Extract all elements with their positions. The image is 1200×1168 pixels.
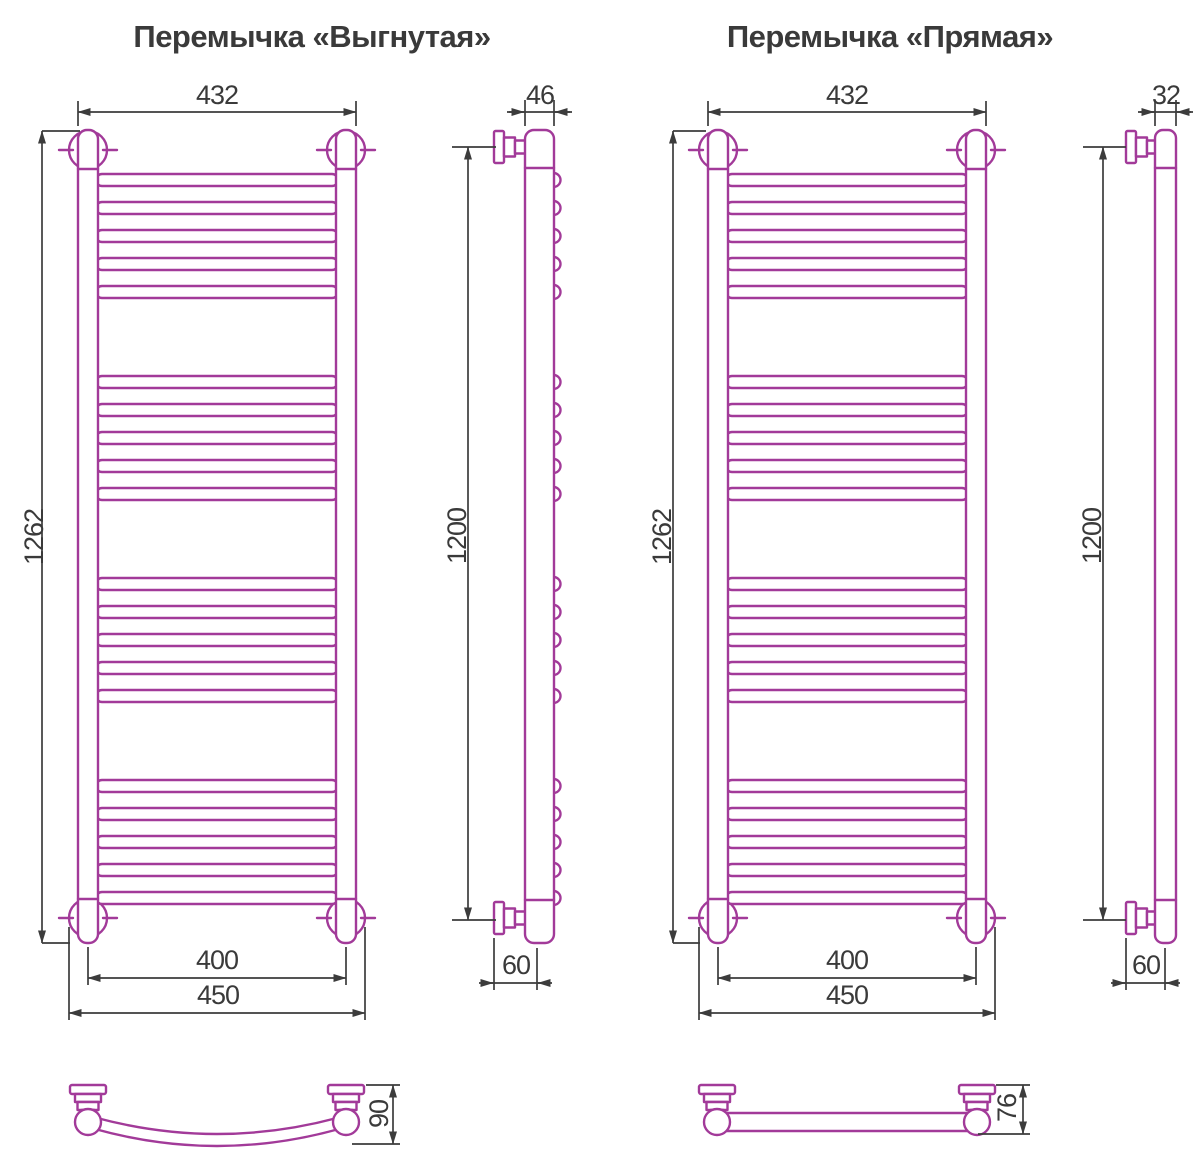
curved-bar <box>93 1116 341 1148</box>
right-front-view <box>687 128 1007 945</box>
collector-tube-left <box>76 128 100 945</box>
left-top-view-curved-crossbar <box>68 1083 366 1148</box>
dim-axis-width: 400 <box>717 945 977 985</box>
top-view-bracket <box>68 1083 108 1137</box>
wall-bracket <box>492 900 530 936</box>
dim-label: 400 <box>196 945 238 975</box>
dim-mount-height: 1200 <box>442 146 496 921</box>
tube-joints <box>706 167 988 901</box>
tube-joints <box>76 167 358 901</box>
dim-crossbar-depth: 90 <box>352 1084 400 1145</box>
dim-label: 450 <box>826 980 868 1010</box>
dim-mount-height: 1200 <box>1077 146 1126 921</box>
wall-bracket <box>492 129 530 165</box>
straight-bar <box>725 1111 969 1133</box>
dim-label: 1262 <box>19 509 49 565</box>
top-view-bracket <box>957 1083 997 1137</box>
dim-overall-width: 432 <box>707 80 987 126</box>
dim-outer-width: 450 <box>698 927 996 1020</box>
left-drawing: Перемычка «Выгнутая» <box>19 19 572 1148</box>
dim-label: 432 <box>196 80 238 110</box>
dim-crossbar-depth: 76 <box>978 1084 1030 1135</box>
right-title: Перемычка «Прямая» <box>727 19 1053 54</box>
dim-label: 1200 <box>1077 508 1107 564</box>
dim-label: 432 <box>826 80 868 110</box>
left-front-view <box>57 128 377 945</box>
left-dimensions: 432 1262 400 450 <box>19 80 572 1145</box>
dim-label: 1262 <box>647 509 677 565</box>
dim-wall-offset: 60 <box>479 938 552 990</box>
dim-overall-width: 432 <box>77 80 357 126</box>
dim-label: 46 <box>526 80 554 110</box>
dim-label: 400 <box>826 945 868 975</box>
dim-label: 90 <box>364 1100 394 1128</box>
right-side-view <box>1124 128 1178 945</box>
dim-label: 32 <box>1152 80 1180 110</box>
right-drawing: Перемычка «Прямая» <box>647 19 1193 1137</box>
left-side-view <box>492 128 562 945</box>
dim-outer-width: 450 <box>68 927 366 1020</box>
dim-label: 60 <box>502 950 530 980</box>
dim-overall-height: 1262 <box>19 130 80 944</box>
right-dimensions: 432 1262 400 450 <box>647 80 1193 1135</box>
left-title: Перемычка «Выгнутая» <box>133 19 490 54</box>
collector-tube-left <box>706 128 730 945</box>
dim-label: 1200 <box>442 508 472 564</box>
dim-wall-offset: 60 <box>1111 938 1180 990</box>
rungs <box>724 172 970 906</box>
dim-label: 60 <box>1132 950 1160 980</box>
dim-label: 450 <box>197 980 239 1010</box>
dim-overall-height: 1262 <box>647 130 706 944</box>
dim-side-depth: 46 <box>507 80 572 126</box>
side-tube <box>1153 128 1178 945</box>
side-tube <box>523 128 556 945</box>
dim-axis-width: 400 <box>87 945 347 985</box>
rungs <box>94 172 340 906</box>
right-top-view-straight-crossbar <box>697 1083 997 1137</box>
collector-tube-right <box>964 128 988 945</box>
collector-tube-right <box>334 128 358 945</box>
dim-side-depth: 32 <box>1138 80 1193 126</box>
dim-label: 76 <box>992 1094 1022 1122</box>
top-view-bracket <box>326 1083 366 1137</box>
top-view-bracket <box>697 1083 737 1137</box>
